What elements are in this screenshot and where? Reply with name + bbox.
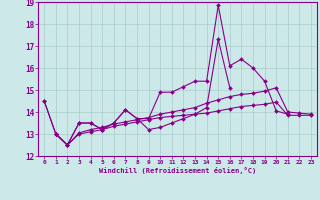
- X-axis label: Windchill (Refroidissement éolien,°C): Windchill (Refroidissement éolien,°C): [99, 167, 256, 174]
